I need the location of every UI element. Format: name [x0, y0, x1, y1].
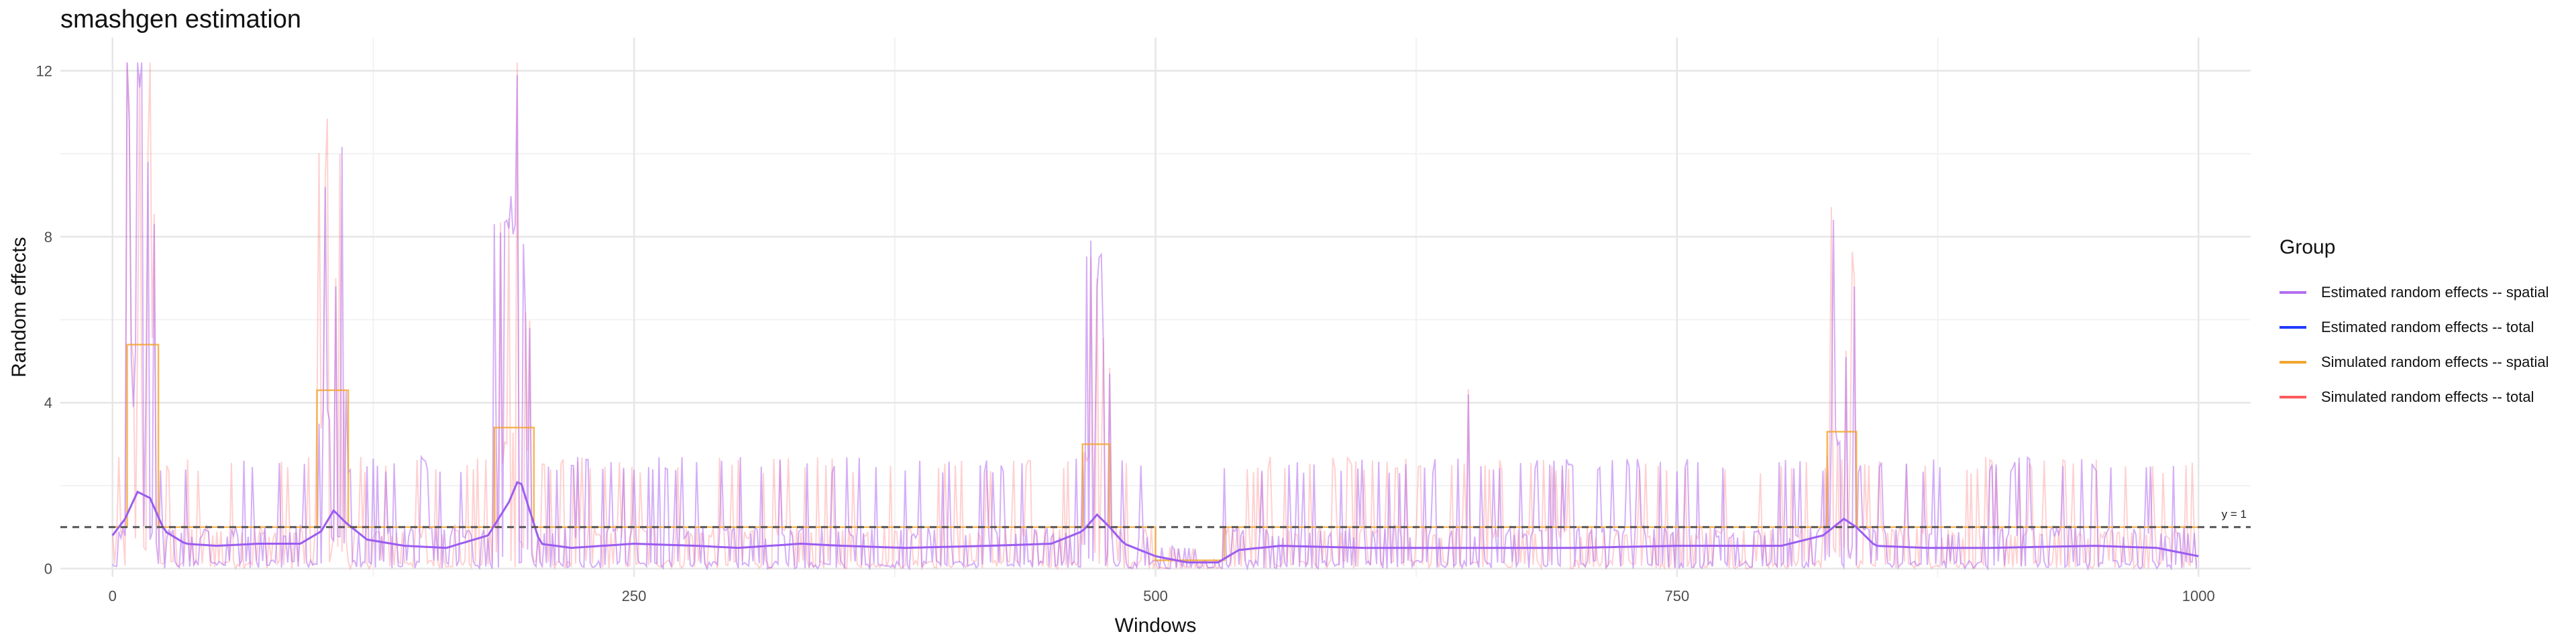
legend: Group Estimated random effects -- spatia…	[2279, 236, 2549, 415]
series-simulated-total	[111, 62, 2198, 572]
reference-line-group: y = 1	[60, 508, 2251, 529]
legend-items: Estimated random effects -- spatial Estim…	[2279, 275, 2549, 415]
y-tick-label: 4	[44, 394, 52, 411]
legend-item: Simulated random effects -- spatial	[2279, 345, 2549, 380]
x-axis-title: Windows	[1115, 614, 1197, 637]
legend-label: Simulated random effects -- spatial	[2321, 354, 2549, 370]
legend-item: Estimated random effects -- spatial	[2279, 275, 2549, 310]
axes: 0 250 500 750 1000 0 4 8 12 Windows Random effects	[8, 62, 2215, 637]
series-estimated-total	[111, 481, 2199, 564]
legend-key-line	[2279, 291, 2306, 294]
legend-key-line	[2279, 361, 2306, 364]
legend-label: Estimated random effects -- total	[2321, 319, 2534, 335]
legend-key-line	[2279, 396, 2306, 398]
x-tick-label: 750	[1665, 588, 1690, 604]
x-tick-label: 0	[109, 588, 117, 604]
series-estimated-spatial	[112, 62, 2198, 572]
y-tick-label: 8	[44, 229, 52, 246]
y-tick-label: 0	[44, 561, 52, 578]
chart-title: smashgen estimation	[60, 5, 302, 34]
reference-line-label: y = 1	[2222, 508, 2247, 521]
legend-label: Estimated random effects -- spatial	[2321, 284, 2549, 301]
x-tick-label: 250	[622, 588, 647, 604]
legend-item: Simulated random effects -- total	[2279, 380, 2549, 415]
legend-label: Simulated random effects -- total	[2321, 388, 2534, 405]
y-tick-label: 12	[36, 62, 52, 79]
x-tick-label: 1000	[2182, 588, 2215, 604]
legend-title: Group	[2279, 236, 2336, 258]
x-tick-label: 500	[1143, 588, 1168, 604]
y-axis-title: Random effects	[8, 237, 30, 378]
legend-key-line	[2279, 326, 2306, 329]
legend-item: Estimated random effects -- total	[2279, 310, 2549, 345]
